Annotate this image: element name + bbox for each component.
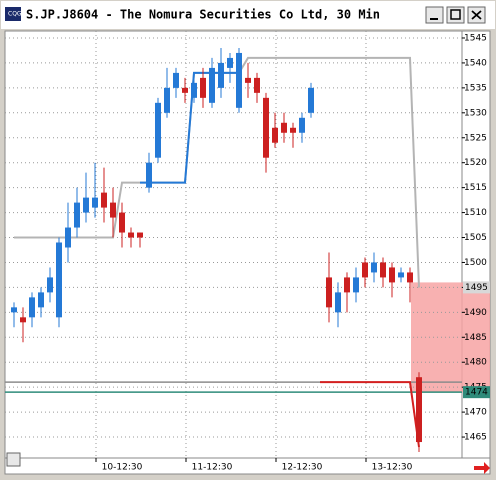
candle-body <box>254 77 260 93</box>
scroll-right-arrow[interactable] <box>474 462 490 474</box>
title-bar <box>1 1 495 29</box>
y-tick-label: 1465 <box>464 433 487 443</box>
candle-body <box>209 67 215 103</box>
time-axis <box>4 457 491 475</box>
y-tick-label: 1525 <box>464 133 487 143</box>
candle-body <box>335 292 341 313</box>
y-tick-label: 1500 <box>464 258 487 268</box>
candle-body <box>137 232 143 238</box>
candle-body <box>182 87 188 93</box>
y-tick-label: 1480 <box>464 358 487 368</box>
candle-body <box>344 277 350 293</box>
candle-body <box>155 102 161 158</box>
candle-body <box>11 307 17 313</box>
window-title: S.JP.J8604 - The Nomura Securities Co Lt… <box>26 8 380 22</box>
candle-body <box>371 262 377 273</box>
candle-body <box>281 122 287 133</box>
candle-body <box>380 262 386 278</box>
icon-glyph: CQG <box>8 11 22 18</box>
candle-body <box>308 87 314 113</box>
y-tick-label: 1540 <box>464 58 487 68</box>
candle-body <box>101 192 107 208</box>
candle-body <box>191 82 197 98</box>
x-tick-label: 13-12:30 <box>372 463 413 473</box>
candle-body <box>29 297 35 318</box>
y-tick-label: 1530 <box>464 108 487 118</box>
candle-body <box>272 127 278 143</box>
y-tick-label: 1470 <box>464 408 487 418</box>
highlight-band <box>411 282 490 393</box>
axis-marker-label: 1474 <box>465 388 488 398</box>
candle-body <box>407 272 413 283</box>
candle-body <box>362 262 368 278</box>
candle-body <box>146 162 152 188</box>
candle-body <box>110 202 116 218</box>
y-tick-label: 1490 <box>464 308 487 318</box>
candle-body <box>74 202 80 228</box>
axis-marker <box>463 281 490 294</box>
overlay-line <box>320 381 420 448</box>
plot-area <box>4 30 463 459</box>
candle-body <box>56 242 62 318</box>
y-tick-label: 1535 <box>464 83 487 93</box>
candle-body <box>236 52 242 108</box>
candle-body <box>47 277 53 293</box>
minimize-button[interactable] <box>425 6 444 24</box>
candle-body <box>200 77 206 98</box>
candle-body <box>353 277 359 293</box>
candle-body <box>227 57 233 68</box>
y-tick-label: 1545 <box>464 33 487 43</box>
candle-body <box>20 317 26 323</box>
candle-body <box>218 62 224 88</box>
plot: 1465147014751480148514901495150015051510… <box>5 31 490 473</box>
x-tick-label: 10-12:30 <box>102 463 143 473</box>
candle-body <box>299 117 305 133</box>
candle-body <box>92 197 98 208</box>
x-tick-label: 11-12:30 <box>192 463 233 473</box>
candle-body <box>128 232 134 238</box>
y-tick-label: 1485 <box>464 333 487 343</box>
y-tick-label: 1520 <box>464 158 487 168</box>
candle-body <box>326 277 332 308</box>
candle-body <box>245 77 251 83</box>
candle-body <box>38 292 44 308</box>
candle-body <box>263 97 269 158</box>
candle-body <box>164 87 170 113</box>
maximize-glyph <box>450 9 461 20</box>
candle-body <box>416 377 422 443</box>
close-glyph <box>471 10 482 20</box>
y-tick-label: 1505 <box>464 233 487 243</box>
candle-body <box>83 197 89 213</box>
scroll-button[interactable] <box>6 452 21 467</box>
candle-body <box>65 227 71 248</box>
window-icon <box>5 7 21 21</box>
axis-marker <box>463 386 490 399</box>
y-tick-label: 1510 <box>464 208 487 218</box>
candle-body <box>389 267 395 283</box>
candle-body <box>290 127 296 133</box>
window-buttons[interactable] <box>425 6 486 24</box>
y-tick-label: 1515 <box>464 183 487 193</box>
x-tick-label: 12-12:30 <box>282 463 323 473</box>
candle-body <box>173 72 179 88</box>
candle-body <box>398 272 404 278</box>
candle-body <box>119 212 125 233</box>
axis-marker-label: 1495 <box>465 283 488 293</box>
